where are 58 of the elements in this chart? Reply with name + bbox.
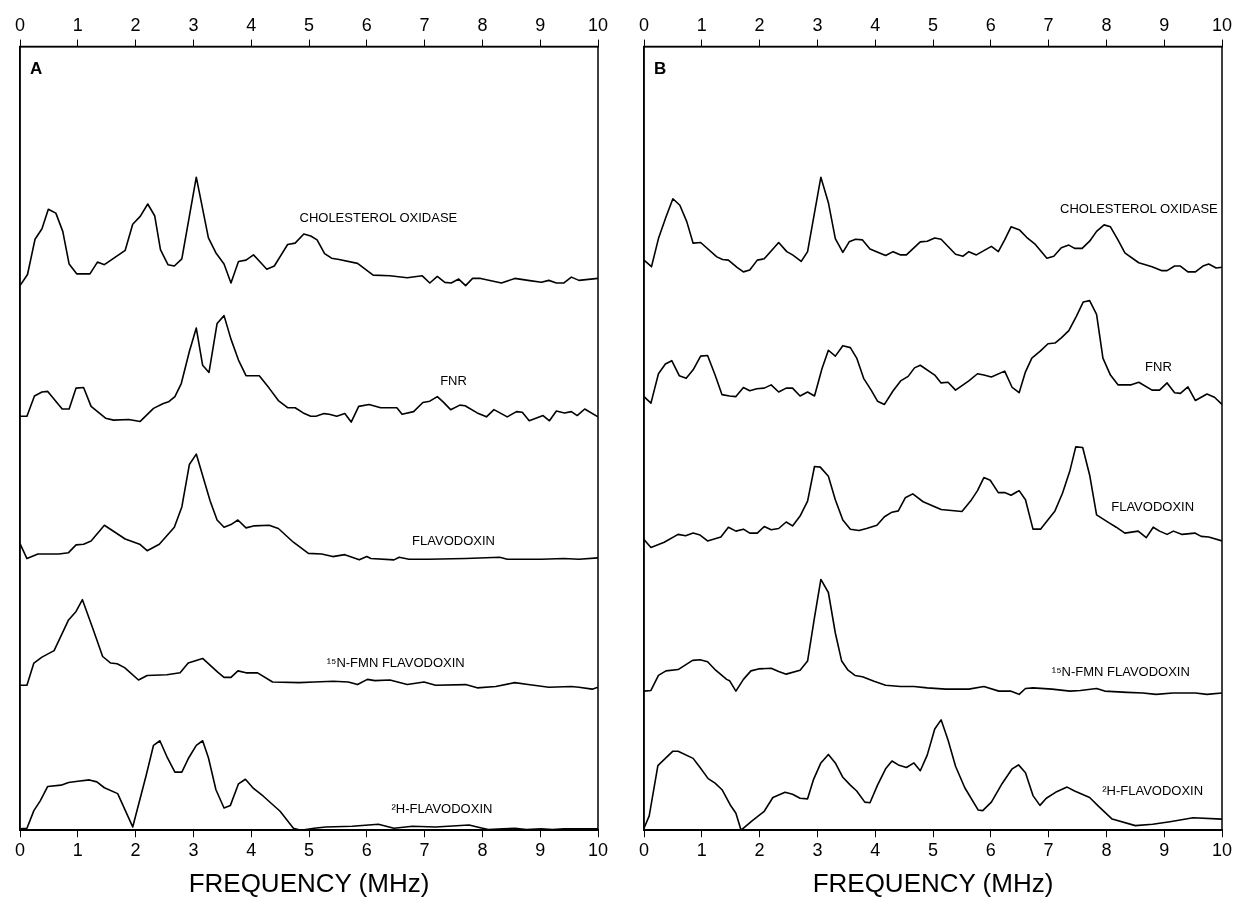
x-tick-label: 5 xyxy=(927,839,939,860)
x2-tick-label: 10 xyxy=(587,14,609,35)
x-tick-label: 8 xyxy=(1101,839,1112,860)
x-axis-title: FREQUENCY (MHz) xyxy=(812,867,1054,898)
series-label: ²H-FLAVODOXIN xyxy=(1102,782,1204,798)
x-tick-label: 10 xyxy=(1211,839,1233,860)
x-tick-label: 5 xyxy=(303,839,315,860)
x2-tick-label: 7 xyxy=(419,14,430,35)
series-label: FNR xyxy=(1145,358,1172,374)
x2-tick-label: 0 xyxy=(638,14,650,35)
x-tick-label: 8 xyxy=(477,839,488,860)
x2-tick-label: 9 xyxy=(535,14,546,35)
x-tick-label: 7 xyxy=(419,839,430,860)
x2-tick-label: 6 xyxy=(361,14,372,35)
series-label: FNR xyxy=(440,372,467,388)
series-label: FLAVODOXIN xyxy=(1111,498,1195,514)
series-label: ¹⁵N-FMN FLAVODOXIN xyxy=(326,655,465,671)
x2-tick-label: 5 xyxy=(927,14,939,35)
x2-tick-label: 1 xyxy=(72,14,83,35)
series-label: ¹⁵N-FMN FLAVODOXIN xyxy=(1051,664,1190,680)
x-tick-label: 10 xyxy=(587,839,609,860)
x-tick-label: 6 xyxy=(985,839,996,860)
text: B xyxy=(654,58,667,78)
x2-tick-label: 3 xyxy=(188,14,199,35)
x-tick-label: 3 xyxy=(188,839,199,860)
series-label: CHOLESTEROL OXIDASE xyxy=(299,210,458,226)
x2-tick-label: 10 xyxy=(1211,14,1233,35)
x2-tick-label: 4 xyxy=(246,14,257,35)
x2-tick-label: 7 xyxy=(1043,14,1054,35)
series-label: ²H-FLAVODOXIN xyxy=(391,800,493,816)
x-tick-label: 1 xyxy=(72,839,83,860)
x-tick-label: 2 xyxy=(754,839,765,860)
text: A xyxy=(30,58,43,78)
x2-tick-label: 9 xyxy=(1159,14,1170,35)
x2-tick-label: 6 xyxy=(985,14,996,35)
x-tick-label: 0 xyxy=(14,839,26,860)
x-tick-label: 3 xyxy=(812,839,823,860)
x-tick-label: 2 xyxy=(130,839,141,860)
x-tick-label: 9 xyxy=(535,839,546,860)
x-tick-label: 4 xyxy=(246,839,257,860)
x-tick-label: 1 xyxy=(696,839,707,860)
x2-tick-label: 2 xyxy=(130,14,141,35)
x-tick-label: 4 xyxy=(870,839,881,860)
x2-tick-label: 8 xyxy=(1101,14,1112,35)
x-tick-label: 0 xyxy=(638,839,650,860)
x-axis-title: FREQUENCY (MHz) xyxy=(188,867,430,898)
x2-tick-label: 0 xyxy=(14,14,26,35)
x-tick-label: 9 xyxy=(1159,839,1170,860)
series-label: FLAVODOXIN xyxy=(412,533,495,549)
text: CHOLESTEROL OXIDASE xyxy=(1060,200,1219,216)
x-tick-label: 7 xyxy=(1043,839,1054,860)
x2-tick-label: 8 xyxy=(477,14,488,35)
x2-tick-label: 1 xyxy=(696,14,707,35)
x2-tick-label: 2 xyxy=(754,14,765,35)
x2-tick-label: 5 xyxy=(303,14,315,35)
x2-tick-label: 4 xyxy=(870,14,881,35)
x-tick-label: 6 xyxy=(361,839,372,860)
x2-tick-label: 3 xyxy=(812,14,823,35)
